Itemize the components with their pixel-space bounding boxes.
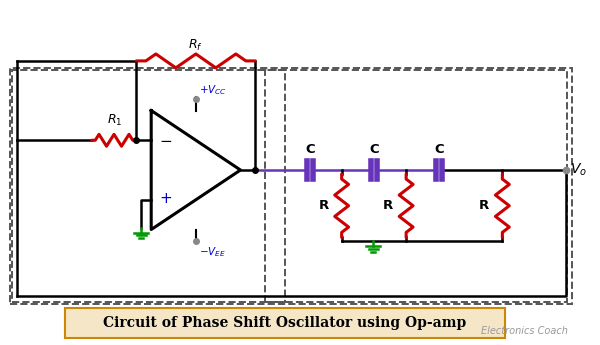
Text: R: R	[319, 199, 329, 212]
Text: Circuit of Phase Shift Oscillator using Op-amp: Circuit of Phase Shift Oscillator using …	[103, 316, 467, 330]
Text: $R_f$: $R_f$	[188, 38, 203, 53]
Text: $V_o$: $V_o$	[570, 162, 587, 178]
Text: R: R	[479, 199, 490, 212]
Text: Electronics Coach: Electronics Coach	[481, 326, 568, 336]
Text: $-$: $-$	[159, 132, 172, 147]
Text: C: C	[305, 143, 315, 156]
Text: C: C	[434, 143, 443, 156]
Text: C: C	[370, 143, 379, 156]
Text: $+$: $+$	[159, 191, 172, 206]
Text: R: R	[383, 199, 393, 212]
Text: $R_1$: $R_1$	[107, 113, 122, 128]
Text: $+V_{CC}$: $+V_{CC}$	[199, 83, 227, 97]
FancyBboxPatch shape	[65, 308, 505, 338]
Text: $-V_{EE}$: $-V_{EE}$	[199, 245, 226, 259]
